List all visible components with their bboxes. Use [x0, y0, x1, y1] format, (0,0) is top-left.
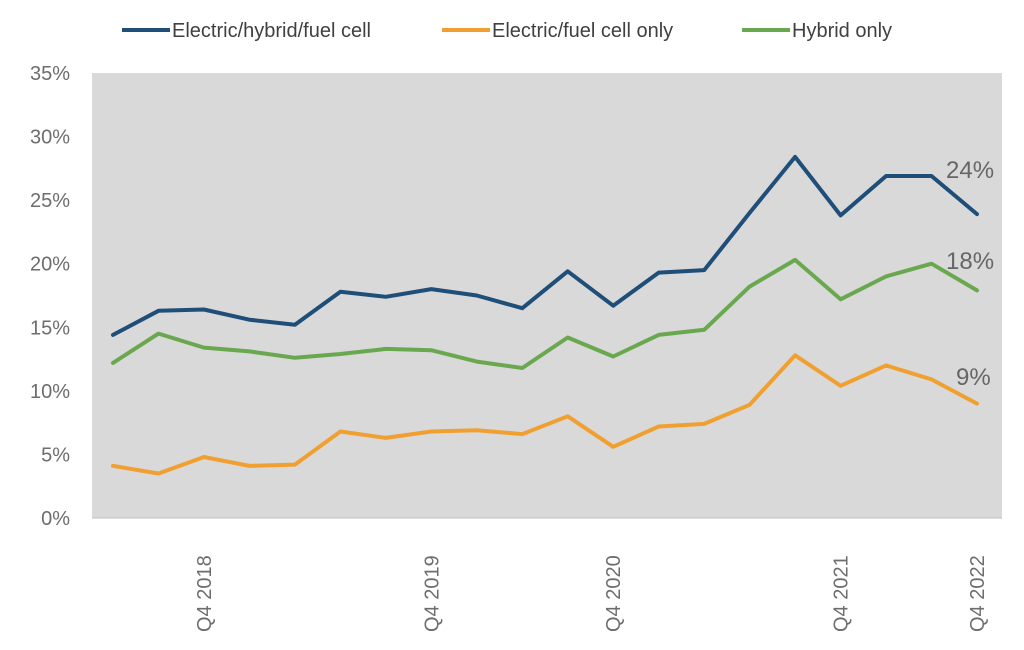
y-tick-label: 15%	[30, 317, 70, 339]
series-group	[111, 154, 979, 476]
chart-legend: Electric/hybrid/fuel cell Electric/fuel c…	[122, 20, 892, 42]
y-tick-label: 5%	[41, 444, 70, 466]
x-tick-label: Q4 2018	[194, 555, 216, 632]
y-tick-label: 0%	[41, 508, 70, 530]
end-value-label: 24%	[946, 157, 994, 184]
y-tick-label: 20%	[30, 254, 70, 276]
legend-label: Electric/fuel cell only	[492, 20, 673, 42]
series-line-1	[111, 353, 979, 476]
legend-label: Electric/hybrid/fuel cell	[172, 20, 371, 42]
y-tick-label: 35%	[30, 63, 70, 85]
legend-label: Hybrid only	[792, 20, 892, 42]
x-tick-label: Q4 2021	[831, 555, 853, 632]
end-value-label: 9%	[956, 364, 991, 391]
x-tick-label: Q4 2022	[967, 555, 989, 632]
y-tick-label: 25%	[30, 190, 70, 212]
x-tick-label: Q4 2019	[421, 555, 443, 632]
end-value-label: 18%	[946, 248, 994, 275]
y-axis: 0% 5% 10% 15% 20% 25% 30% 35%	[30, 63, 70, 530]
end-labels: 24% 9% 18%	[946, 157, 994, 391]
y-tick-label: 10%	[30, 381, 70, 403]
series-line-0	[111, 154, 979, 337]
plot-area	[92, 73, 1002, 518]
series-line-2	[111, 257, 979, 370]
y-tick-label: 30%	[30, 127, 70, 149]
x-axis: Q4 2018 Q4 2019 Q4 2020 Q4 2021 Q4 2022	[194, 555, 989, 632]
x-tick-label: Q4 2020	[603, 555, 625, 632]
